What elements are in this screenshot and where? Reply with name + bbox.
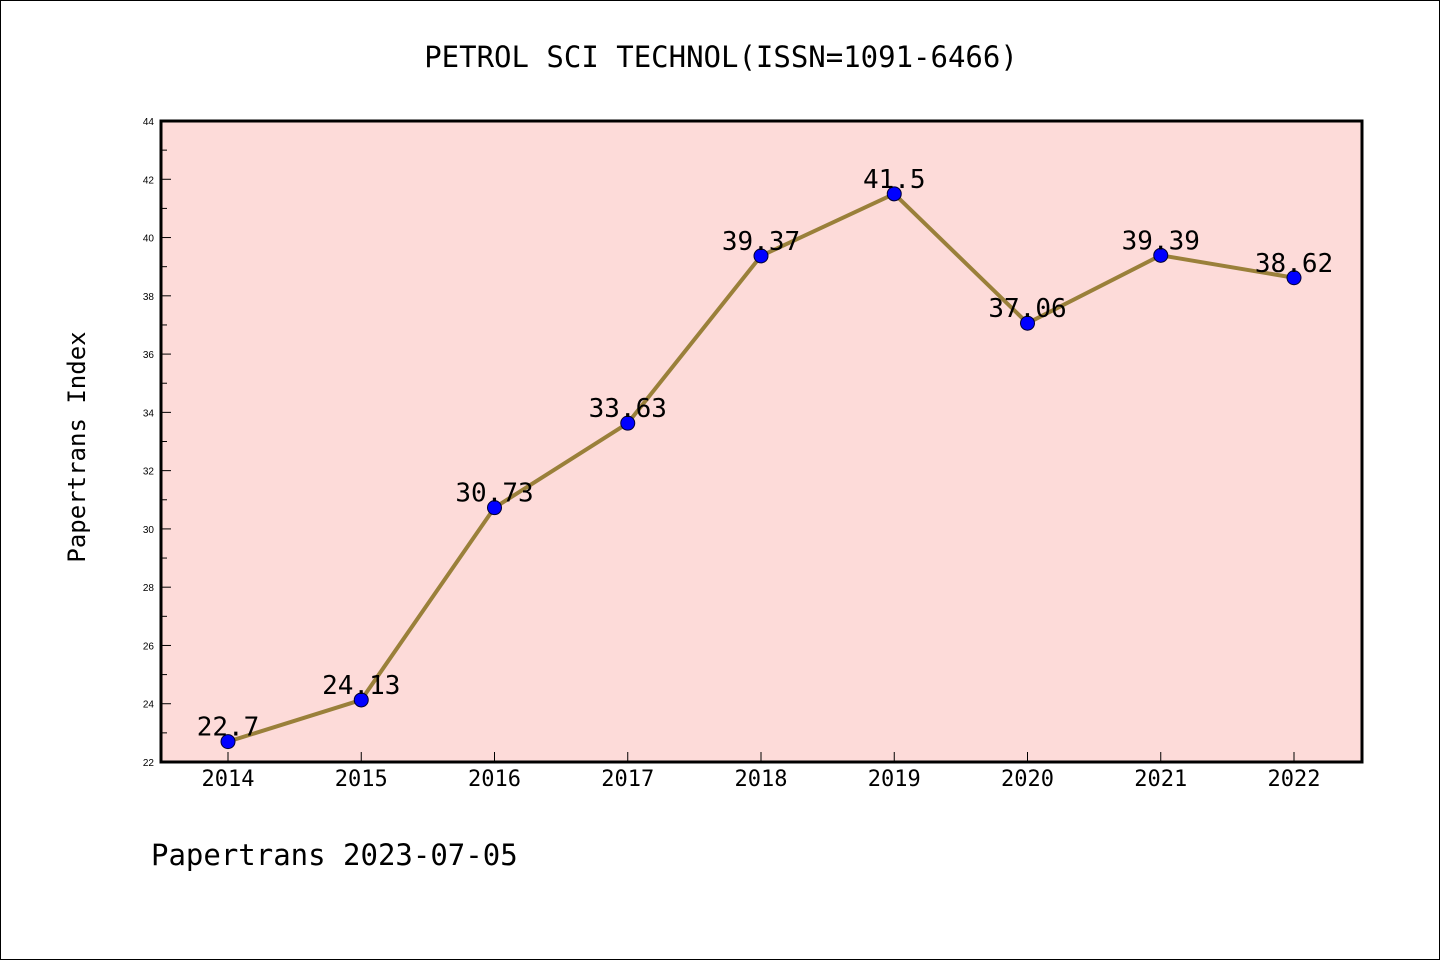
- y-tick-label: 40: [143, 234, 155, 245]
- chart-title: PETROL SCI TECHNOL(ISSN=1091-6466): [424, 40, 1018, 74]
- data-label: 33.63: [589, 394, 667, 424]
- plot-area: [159, 119, 1364, 764]
- y-tick-label: 38: [143, 292, 155, 303]
- y-tick-label: 26: [143, 641, 155, 652]
- x-tick-label: 2018: [735, 767, 788, 792]
- data-label: 39.37: [722, 227, 800, 257]
- y-tick-label: 32: [143, 467, 155, 478]
- data-label: 22.7: [197, 713, 260, 743]
- y-axis: 22 24 26 28 30 32 34 36 38 40 42 44: [143, 117, 171, 769]
- data-label: 39.39: [1122, 226, 1200, 256]
- data-label: 24.13: [322, 671, 400, 701]
- data-label: 37.06: [988, 294, 1066, 324]
- y-tick-label: 44: [143, 117, 155, 128]
- x-tick-label: 2014: [202, 767, 255, 792]
- x-tick-label: 2015: [335, 767, 388, 792]
- x-tick-label: 2020: [1001, 767, 1054, 792]
- x-axis: 2014 2015 2016 2017 2018 2019 2020 2021 2022: [202, 752, 1321, 792]
- data-point: [1153, 247, 1169, 263]
- data-point: [220, 734, 236, 750]
- data-point: [1286, 270, 1302, 286]
- data-points: [220, 186, 1302, 750]
- x-tick-label: 2019: [868, 767, 921, 792]
- x-tick-label: 2021: [1134, 767, 1187, 792]
- y-tick-label: 42: [143, 175, 155, 186]
- x-tick-label: 2016: [468, 767, 521, 792]
- y-tick-label: 34: [143, 408, 155, 419]
- data-labels: 22.7 24.13 30.73 33.63 39.37 41.5 37.06 39.39 38…: [197, 165, 1333, 743]
- data-point: [487, 500, 502, 516]
- data-point: [353, 692, 369, 708]
- data-point: [620, 415, 636, 431]
- data-point: [886, 186, 902, 202]
- y-tick-label: 24: [143, 700, 155, 711]
- y-tick-label: 28: [143, 583, 155, 594]
- y-tick-label: 30: [143, 525, 155, 536]
- data-point: [1020, 315, 1035, 331]
- x-tick-label: 2022: [1268, 767, 1321, 792]
- y-tick-label: 36: [143, 350, 155, 361]
- data-label: 30.73: [455, 479, 533, 509]
- y-axis-label: Papertrans Index: [63, 331, 91, 562]
- footer-text: Papertrans 2023-07-05: [151, 838, 518, 872]
- x-tick-label: 2017: [601, 767, 654, 792]
- data-label: 38.62: [1255, 249, 1333, 279]
- data-label: 41.5: [863, 165, 926, 195]
- data-point: [753, 248, 769, 264]
- y-tick-label: 22: [143, 758, 155, 769]
